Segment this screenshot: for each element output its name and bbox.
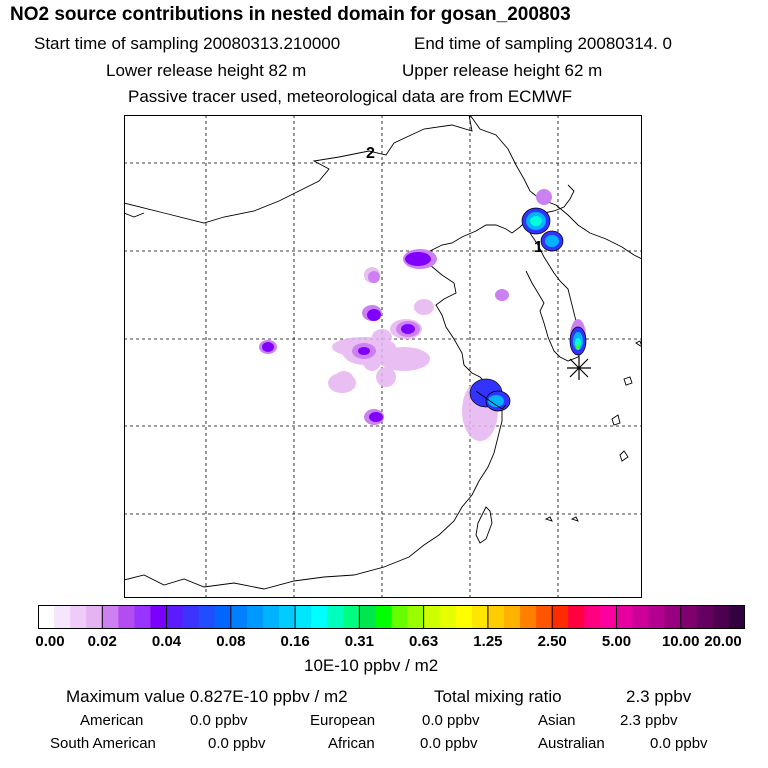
region-value-american: 0.0 ppbv bbox=[190, 712, 248, 729]
colorbar-tick-label: 0.00 bbox=[35, 633, 65, 650]
colorbar-cell bbox=[391, 605, 409, 629]
colorbar-tick-label: 0.02 bbox=[87, 633, 117, 650]
region-name-australian: Australian bbox=[538, 735, 605, 752]
total-mixing-label: Total mixing ratio bbox=[434, 687, 562, 706]
colorbar-cell bbox=[439, 605, 457, 629]
colorbar-cell bbox=[584, 605, 601, 629]
colorbar-cell bbox=[359, 605, 376, 629]
colorbar-cell bbox=[295, 605, 312, 629]
colorbar-tick-label: 20.00 bbox=[704, 633, 742, 650]
colorbar-cell bbox=[279, 605, 296, 629]
colorbar-cell bbox=[246, 605, 264, 629]
colorbar-cell bbox=[102, 605, 119, 629]
region-value-african: 0.0 ppbv bbox=[420, 735, 478, 752]
contour-label-1: 1 bbox=[534, 239, 543, 256]
asterisk-icon bbox=[567, 356, 591, 380]
colorbar-cell bbox=[150, 605, 168, 629]
region-value-australian: 0.0 ppbv bbox=[650, 735, 708, 752]
colorbar-cell bbox=[134, 605, 151, 629]
colorbar-cell bbox=[728, 605, 745, 629]
region-value-south-american: 0.0 ppbv bbox=[208, 735, 266, 752]
colorbar-tick-label: 0.16 bbox=[280, 633, 310, 650]
total-mixing-value: 2.3 ppbv bbox=[626, 687, 692, 706]
contour-label-2: 2 bbox=[366, 145, 375, 162]
colorbar-tick-label: 0.08 bbox=[216, 633, 246, 650]
colorbar-cell bbox=[520, 605, 537, 629]
colorbar-tick-label: 0.04 bbox=[151, 633, 182, 650]
concentration-contours bbox=[259, 189, 587, 441]
colorbar-cells bbox=[38, 605, 745, 629]
colorbar-cell bbox=[311, 605, 328, 629]
colorbar-cell bbox=[86, 605, 103, 629]
colorbar-cell bbox=[552, 605, 569, 629]
region-name-european: European bbox=[310, 712, 376, 729]
colorbar-cell bbox=[632, 605, 650, 629]
end-time: End time of sampling 20080314. 0 bbox=[414, 34, 673, 53]
colorbar-cell bbox=[712, 605, 730, 629]
max-value: Maximum value 0.827E-10 ppbv / m2 bbox=[66, 687, 348, 706]
colorbar-cell bbox=[455, 605, 473, 629]
colorbar-cell bbox=[487, 605, 505, 629]
colorbar-cell bbox=[230, 605, 248, 629]
colorbar-cell bbox=[503, 605, 521, 629]
colorbar-cell bbox=[423, 605, 441, 629]
colorbar-cell bbox=[600, 605, 617, 629]
colorbar-cell bbox=[70, 605, 87, 629]
colorbar-tick-label: 10.00 bbox=[661, 633, 700, 650]
region-name-african: African bbox=[328, 735, 375, 752]
colorbar-cell bbox=[214, 605, 232, 629]
colorbar-cell bbox=[696, 605, 714, 629]
region-value-asian: 2.3 ppbv bbox=[620, 712, 678, 729]
colorbar-units: 10E-10 ppbv / m2 bbox=[304, 656, 439, 675]
colorbar-cell bbox=[680, 605, 698, 629]
colorbar-cell bbox=[664, 605, 682, 629]
colorbar-cell bbox=[616, 605, 634, 629]
region-value-european: 0.0 ppbv bbox=[422, 712, 480, 729]
colorbar bbox=[38, 605, 745, 629]
colorbar-cell bbox=[407, 605, 425, 629]
colorbar-cell bbox=[471, 605, 489, 629]
figure-title: NO2 source contributions in nested domai… bbox=[10, 4, 571, 25]
colorbar-tick-label: 5.00 bbox=[601, 633, 632, 650]
tracer-note: Passive tracer used, meteorological data… bbox=[128, 87, 573, 106]
colorbar-cell bbox=[198, 605, 216, 629]
colorbar-cell bbox=[327, 605, 344, 629]
colorbar-tick-label: 0.31 bbox=[344, 633, 374, 650]
start-time: Start time of sampling 20080313.210000 bbox=[34, 34, 341, 53]
colorbar-cell bbox=[262, 605, 280, 629]
colorbar-tick-label: 2.50 bbox=[537, 633, 567, 650]
colorbar-cell bbox=[54, 605, 71, 629]
colorbar-cell bbox=[166, 605, 184, 629]
map-panel: 2 1 bbox=[124, 115, 642, 598]
region-name-south-american: South American bbox=[50, 735, 156, 752]
colorbar-tick-label: 1.25 bbox=[473, 633, 503, 650]
colorbar-cell bbox=[343, 605, 360, 629]
colorbar-cell bbox=[375, 605, 392, 629]
lower-release-height: Lower release height 82 m bbox=[106, 61, 307, 80]
colorbar-cell bbox=[568, 605, 585, 629]
region-name-asian: Asian bbox=[538, 712, 576, 729]
colorbar-cell bbox=[182, 605, 200, 629]
colorbar-cell bbox=[38, 605, 55, 629]
colorbar-cell bbox=[648, 605, 666, 629]
colorbar-tick-label: 0.63 bbox=[409, 633, 439, 650]
upper-release-height: Upper release height 62 m bbox=[402, 61, 603, 80]
colorbar-cell bbox=[536, 605, 553, 629]
colorbar-cell bbox=[118, 605, 135, 629]
region-name-american: American bbox=[80, 712, 144, 729]
coastlines bbox=[124, 115, 642, 590]
